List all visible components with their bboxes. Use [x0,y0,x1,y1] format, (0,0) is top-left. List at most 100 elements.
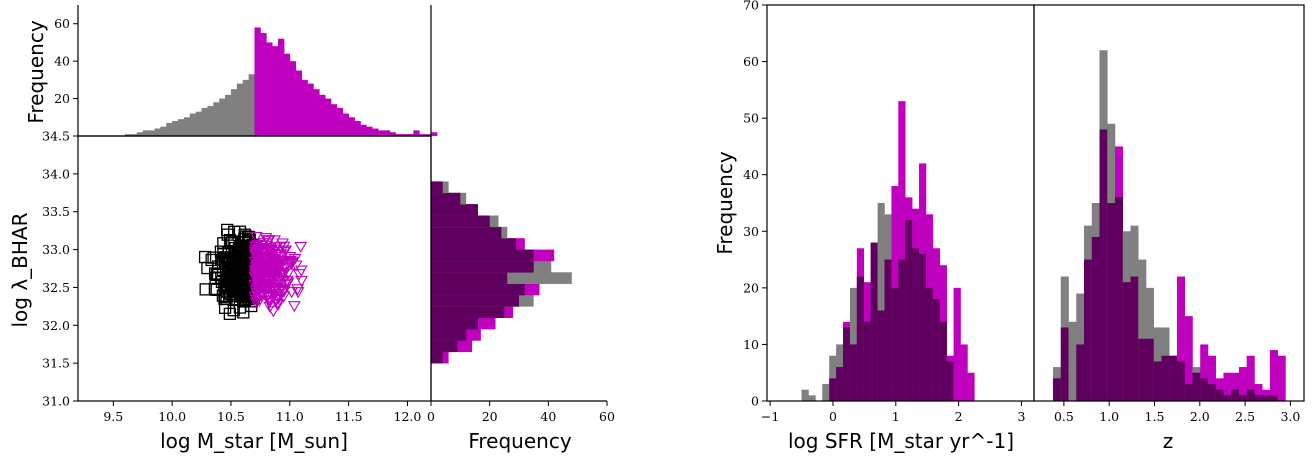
bar-overlap [1122,282,1131,401]
bar-overlap [431,260,534,273]
bar-overlap [1238,395,1247,401]
bar-overlap [431,340,458,353]
bar [383,130,391,136]
bar [1200,344,1209,401]
scatter-plot [198,223,308,321]
scatter-point-triangle [270,242,284,254]
x-tick-label: 0 [427,409,435,424]
bar-overlap [912,248,920,401]
bar [1184,316,1193,401]
scatter-point-square [220,292,233,305]
bar [1238,367,1247,401]
bar [154,128,161,136]
bar [266,42,273,136]
scatter-point-triangle [277,286,291,298]
scatter-point-triangle [294,241,308,254]
bar [1207,355,1217,401]
y-tick-label: 30 [743,224,759,239]
bar [967,372,975,401]
scatter-xlabel: log M_star [M_sun] [160,429,348,453]
scatter-point-triangle [273,259,286,271]
bar [378,130,385,136]
bar [801,389,809,401]
scatter-point-triangle [268,235,281,247]
top-hist-ylabel: Frequency [24,20,48,123]
top-histogram [125,27,438,137]
bar [183,117,191,136]
bar [407,134,414,136]
bar-overlap [1200,378,1209,401]
y-tick-label: 33.0 [42,242,70,257]
bar-overlap [849,344,858,401]
bar-overlap [431,238,517,250]
scatter-point-triangle [272,285,286,297]
bar [336,107,344,136]
x-tick-label: 60 [599,409,615,424]
scatter-point-triangle [278,279,292,291]
scatter-point-square [218,301,232,314]
bar-overlap [884,259,892,401]
bar [1277,355,1286,401]
y-tick-label: 33.5 [42,204,70,219]
bar-overlap [1262,395,1271,401]
bar-overlap [431,192,461,205]
right-histogram [431,181,572,364]
scatter-point-triangle [252,244,266,257]
scatter-point-triangle [248,271,262,283]
scatter-point-square [199,283,212,296]
bar [136,132,144,136]
bar [354,121,361,136]
scatter-point-triangle [272,264,286,276]
y-tick-label: 10 [743,337,759,352]
y-tick-label: 20 [743,280,759,295]
bar [219,98,226,136]
bar [236,83,244,136]
scatter-point-triangle [255,251,268,263]
bar-overlap [1207,384,1217,401]
bar-overlap [1060,327,1069,401]
scatter-point-triangle [263,250,277,262]
bar-overlap [1107,203,1116,401]
right-panel-ylabel: Frequency [713,151,737,254]
bar [419,134,426,136]
scatter-point-square [223,273,237,286]
scatter-point-triangle [251,292,265,304]
z-frame [1033,4,1305,402]
bar [366,126,373,136]
bar [189,113,197,136]
sfr-xlabel: log SFR [M_star yr^-1] [788,429,1014,453]
bar-overlap [1099,129,1108,401]
bar [260,33,267,137]
bar-overlap [431,226,502,239]
bar-overlap [1130,276,1139,401]
x-tick-label: 11.5 [335,409,363,424]
y-tick-label: 50 [743,111,759,126]
bar [898,101,906,402]
y-tick-label: 31.5 [42,356,70,371]
bar [295,70,302,136]
x-tick-label: 0 [829,409,837,424]
x-tick-label: 3.0 [1280,409,1300,424]
bar [160,126,167,136]
bar-overlap [1192,372,1201,401]
bar [877,203,885,401]
bar-overlap [898,259,906,401]
scatter-point-triangle [282,260,296,272]
bar [1246,355,1255,401]
bar-overlap [1091,236,1100,401]
scatter-point-triangle [280,279,294,291]
scatter-point-square [227,304,240,317]
scatter-point-triangle [274,249,287,261]
bar-overlap [856,276,865,401]
bar [319,94,326,136]
x-tick-label: 1 [892,409,900,424]
x-tick-label: −1 [761,409,779,424]
bar [1269,350,1278,401]
bar [289,61,297,137]
z-xlabel: z [1163,429,1174,453]
x-tick-label: 3 [1017,409,1025,424]
bar-overlap [1223,395,1232,401]
bar [389,132,397,136]
x-tick-label: 20 [482,409,498,424]
